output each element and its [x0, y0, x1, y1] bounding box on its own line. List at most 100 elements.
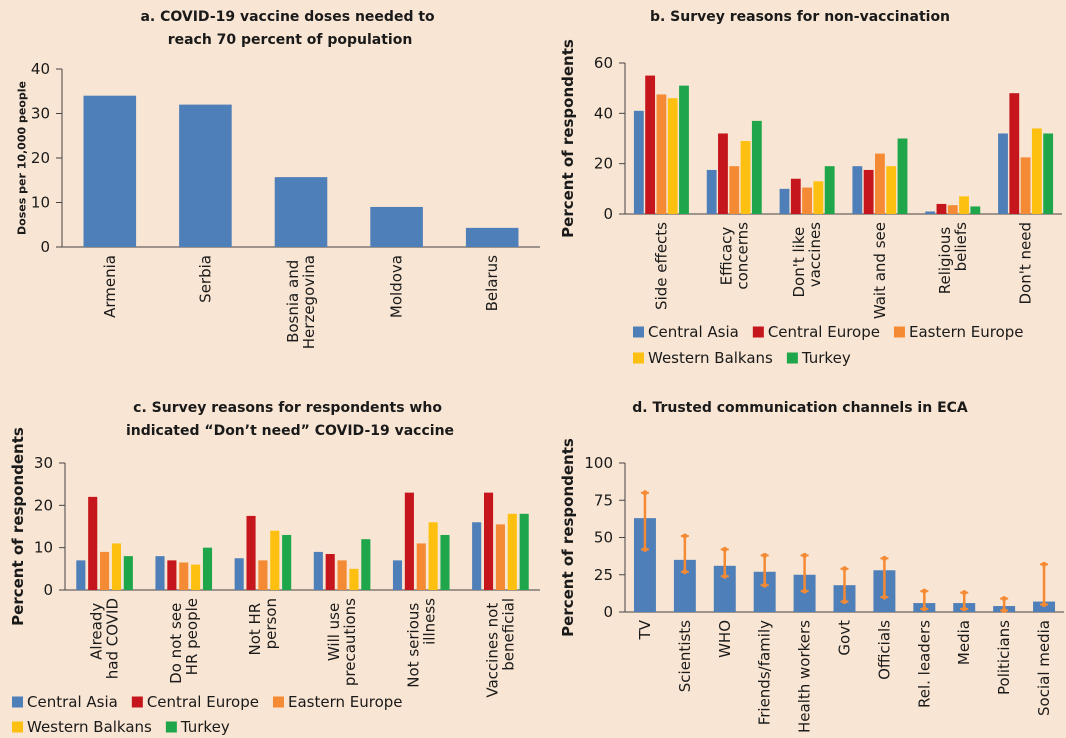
x-tick-label: Rel. leaders: [915, 620, 933, 708]
legend-swatch: [12, 696, 23, 708]
bar: [824, 166, 835, 214]
y-tick-label: 40: [594, 104, 613, 122]
bar: [88, 496, 98, 590]
error-end: [642, 490, 648, 496]
y-tick-label: 20: [594, 155, 613, 173]
legend-item: Turkey: [786, 349, 851, 367]
bar: [179, 562, 189, 590]
bar: [392, 560, 403, 590]
x-tick-label: Vaccines not beneficial: [483, 598, 517, 698]
x-tick-label: Bosnia and Herzegovina: [284, 255, 318, 349]
y-tick-label: 20: [31, 149, 50, 167]
bar: [1009, 93, 1020, 214]
y-tick-label: 30: [31, 105, 50, 123]
legend-swatch: [633, 352, 644, 364]
bar: [179, 104, 232, 247]
error-end: [961, 606, 967, 612]
bar: [656, 94, 667, 214]
error-end: [842, 599, 847, 605]
legend-swatch: [786, 352, 798, 364]
chart-title: b. Survey reasons for non-vaccination: [650, 9, 950, 25]
bar: [959, 196, 969, 214]
error-end: [881, 594, 887, 600]
legend-label: Eastern Europe: [288, 693, 403, 711]
bar: [740, 141, 751, 214]
legend-label: Central Europe: [147, 693, 259, 711]
bar: [270, 530, 280, 590]
bar: [813, 181, 824, 214]
bar: [998, 133, 1008, 214]
y-axis-label: Percent of respondents: [559, 39, 577, 238]
error-end: [642, 546, 648, 552]
bar: [936, 203, 947, 214]
x-tick-label: Belarus: [483, 255, 501, 312]
legend-swatch: [165, 721, 177, 733]
y-tick-label: 60: [594, 54, 613, 72]
x-tick-label: Not HR person: [246, 598, 280, 656]
y-axis-label: Percent of respondents: [9, 427, 27, 626]
bar: [633, 110, 644, 214]
error-end: [682, 533, 688, 539]
x-tick-label: Not serious illness: [404, 598, 438, 688]
error-end: [961, 590, 967, 596]
error-end: [802, 588, 808, 594]
bar: [100, 551, 110, 590]
y-axis-label: Percent of respondents: [559, 438, 577, 637]
error-end: [762, 552, 768, 558]
bar: [947, 205, 958, 214]
bar: [258, 560, 268, 590]
legend-swatch: [893, 326, 905, 338]
bar: [274, 177, 328, 247]
chart-title: d. Trusted communication channels in ECA: [632, 400, 968, 416]
bar: [349, 568, 359, 590]
bar: [753, 571, 776, 612]
bar: [852, 166, 863, 214]
error-end: [842, 566, 847, 572]
x-tick-label: Don't need: [1017, 222, 1035, 305]
legend-swatch: [633, 326, 644, 338]
error-end: [921, 606, 927, 612]
error-end: [1001, 608, 1007, 614]
bar: [673, 559, 696, 612]
x-tick-label: Scientists: [676, 620, 694, 692]
bar: [729, 166, 740, 214]
y-tick-label: 75: [594, 491, 613, 509]
bar: [313, 551, 323, 590]
bar: [886, 166, 897, 214]
bar: [123, 556, 133, 590]
x-tick-label: Don't like vaccines: [790, 222, 824, 298]
bar: [970, 206, 981, 214]
bar: [718, 133, 728, 214]
legend-item: Turkey: [165, 718, 230, 736]
error-end: [1001, 596, 1007, 602]
legend-item: Western Balkans: [12, 718, 152, 736]
y-tick-label: 25: [594, 566, 613, 584]
error-end: [762, 582, 768, 588]
legend-swatch: [752, 326, 764, 338]
legend-item: Central Asia: [12, 693, 118, 711]
x-tick-label: Politicians: [995, 620, 1013, 695]
y-tick-label: 50: [594, 529, 613, 547]
error-end: [881, 555, 887, 561]
x-tick-label: Media: [955, 620, 973, 665]
legend-label: Eastern Europe: [909, 323, 1024, 341]
bar: [282, 534, 292, 590]
bar: [234, 558, 244, 590]
x-tick-label: Health workers: [796, 620, 814, 733]
y-tick-label: 0: [43, 581, 53, 599]
x-tick-label: Will use precautions: [325, 598, 359, 686]
legend-label: Central Asia: [648, 323, 739, 341]
bar: [667, 98, 678, 214]
bar: [416, 543, 426, 590]
legend-label: Western Balkans: [648, 349, 773, 367]
y-tick-label: 40: [31, 60, 50, 78]
x-tick-label: Already had COVID: [88, 598, 122, 679]
error-end: [682, 569, 688, 575]
legend-label: Central Asia: [27, 693, 118, 711]
panel: c. Survey reasons for respondents who in…: [9, 400, 540, 736]
panel: d. Trusted communication channels in ECA…: [559, 400, 1064, 733]
error-end: [722, 546, 728, 552]
bar: [191, 564, 201, 590]
bar: [706, 169, 717, 214]
